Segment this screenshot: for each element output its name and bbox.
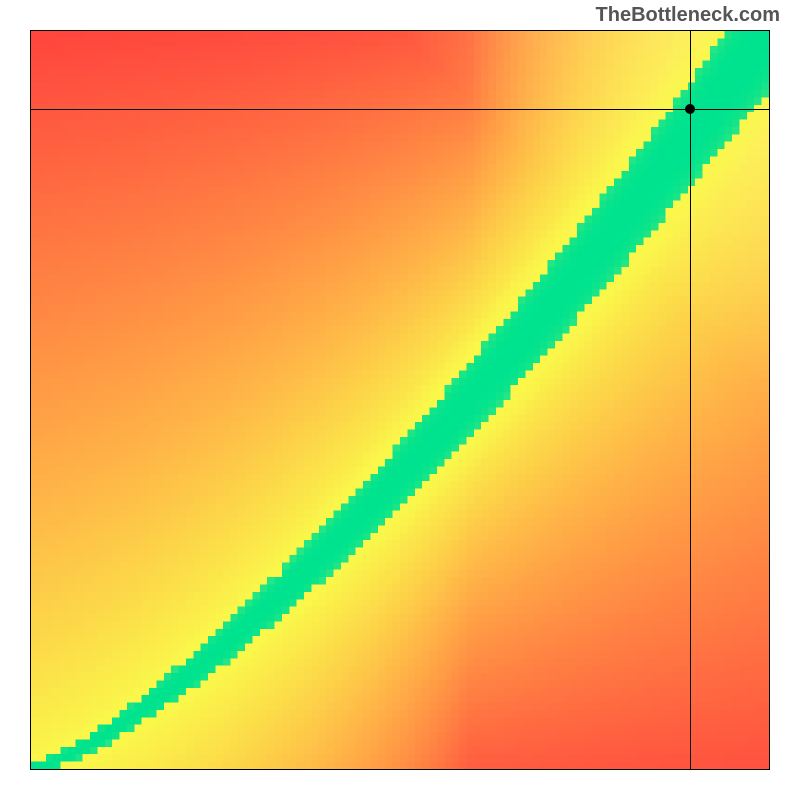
crosshair-point — [685, 104, 695, 114]
heatmap-canvas — [31, 31, 769, 769]
crosshair-horizontal — [31, 109, 769, 110]
heatmap-plot — [30, 30, 770, 770]
crosshair-vertical — [690, 31, 691, 769]
watermark: TheBottleneck.com — [596, 4, 780, 27]
